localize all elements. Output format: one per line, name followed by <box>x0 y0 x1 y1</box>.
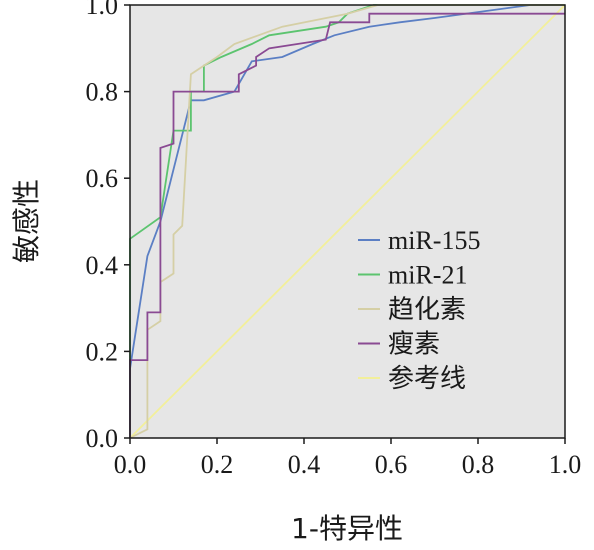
y-tick-label: 1.0 <box>86 0 119 20</box>
legend-label-5: 参考线 <box>388 364 466 393</box>
series-line-2 <box>129 4 565 438</box>
legend-label-4: 瘦素 <box>388 330 440 359</box>
y-axis-title: 敏感性 <box>10 179 43 263</box>
y-tick-label: 0.4 <box>86 251 119 280</box>
x-tick-label: 0.8 <box>462 450 495 479</box>
legend-label-1: miR-155 <box>388 226 480 255</box>
legend-label-2: miR-21 <box>388 261 467 290</box>
roc-curves <box>129 4 566 439</box>
x-axis: 0.0 0.2 0.4 0.6 0.8 1.0 <box>114 438 582 479</box>
x-axis-title: 1-特异性 <box>291 512 403 545</box>
series-line-3 <box>129 4 565 439</box>
y-axis: 0.0 0.2 0.4 0.6 0.8 1.0 <box>86 0 130 453</box>
y-tick-label: 0.6 <box>86 164 119 193</box>
x-tick-label: 0.4 <box>288 450 321 479</box>
legend-label-3: 趋化素 <box>388 295 466 324</box>
x-tick-label: 0.0 <box>114 450 147 479</box>
x-tick-label: 0.6 <box>375 450 408 479</box>
series-line-1 <box>129 4 565 438</box>
series-line-5 <box>129 4 566 439</box>
x-tick-label: 0.2 <box>201 450 234 479</box>
y-tick-label: 0.0 <box>86 424 119 453</box>
series-line-4 <box>129 12 565 438</box>
plot-frame <box>129 4 566 439</box>
x-tick-label: 1.0 <box>549 450 582 479</box>
y-tick-label: 0.2 <box>86 337 119 366</box>
y-tick-label: 0.8 <box>86 78 119 107</box>
